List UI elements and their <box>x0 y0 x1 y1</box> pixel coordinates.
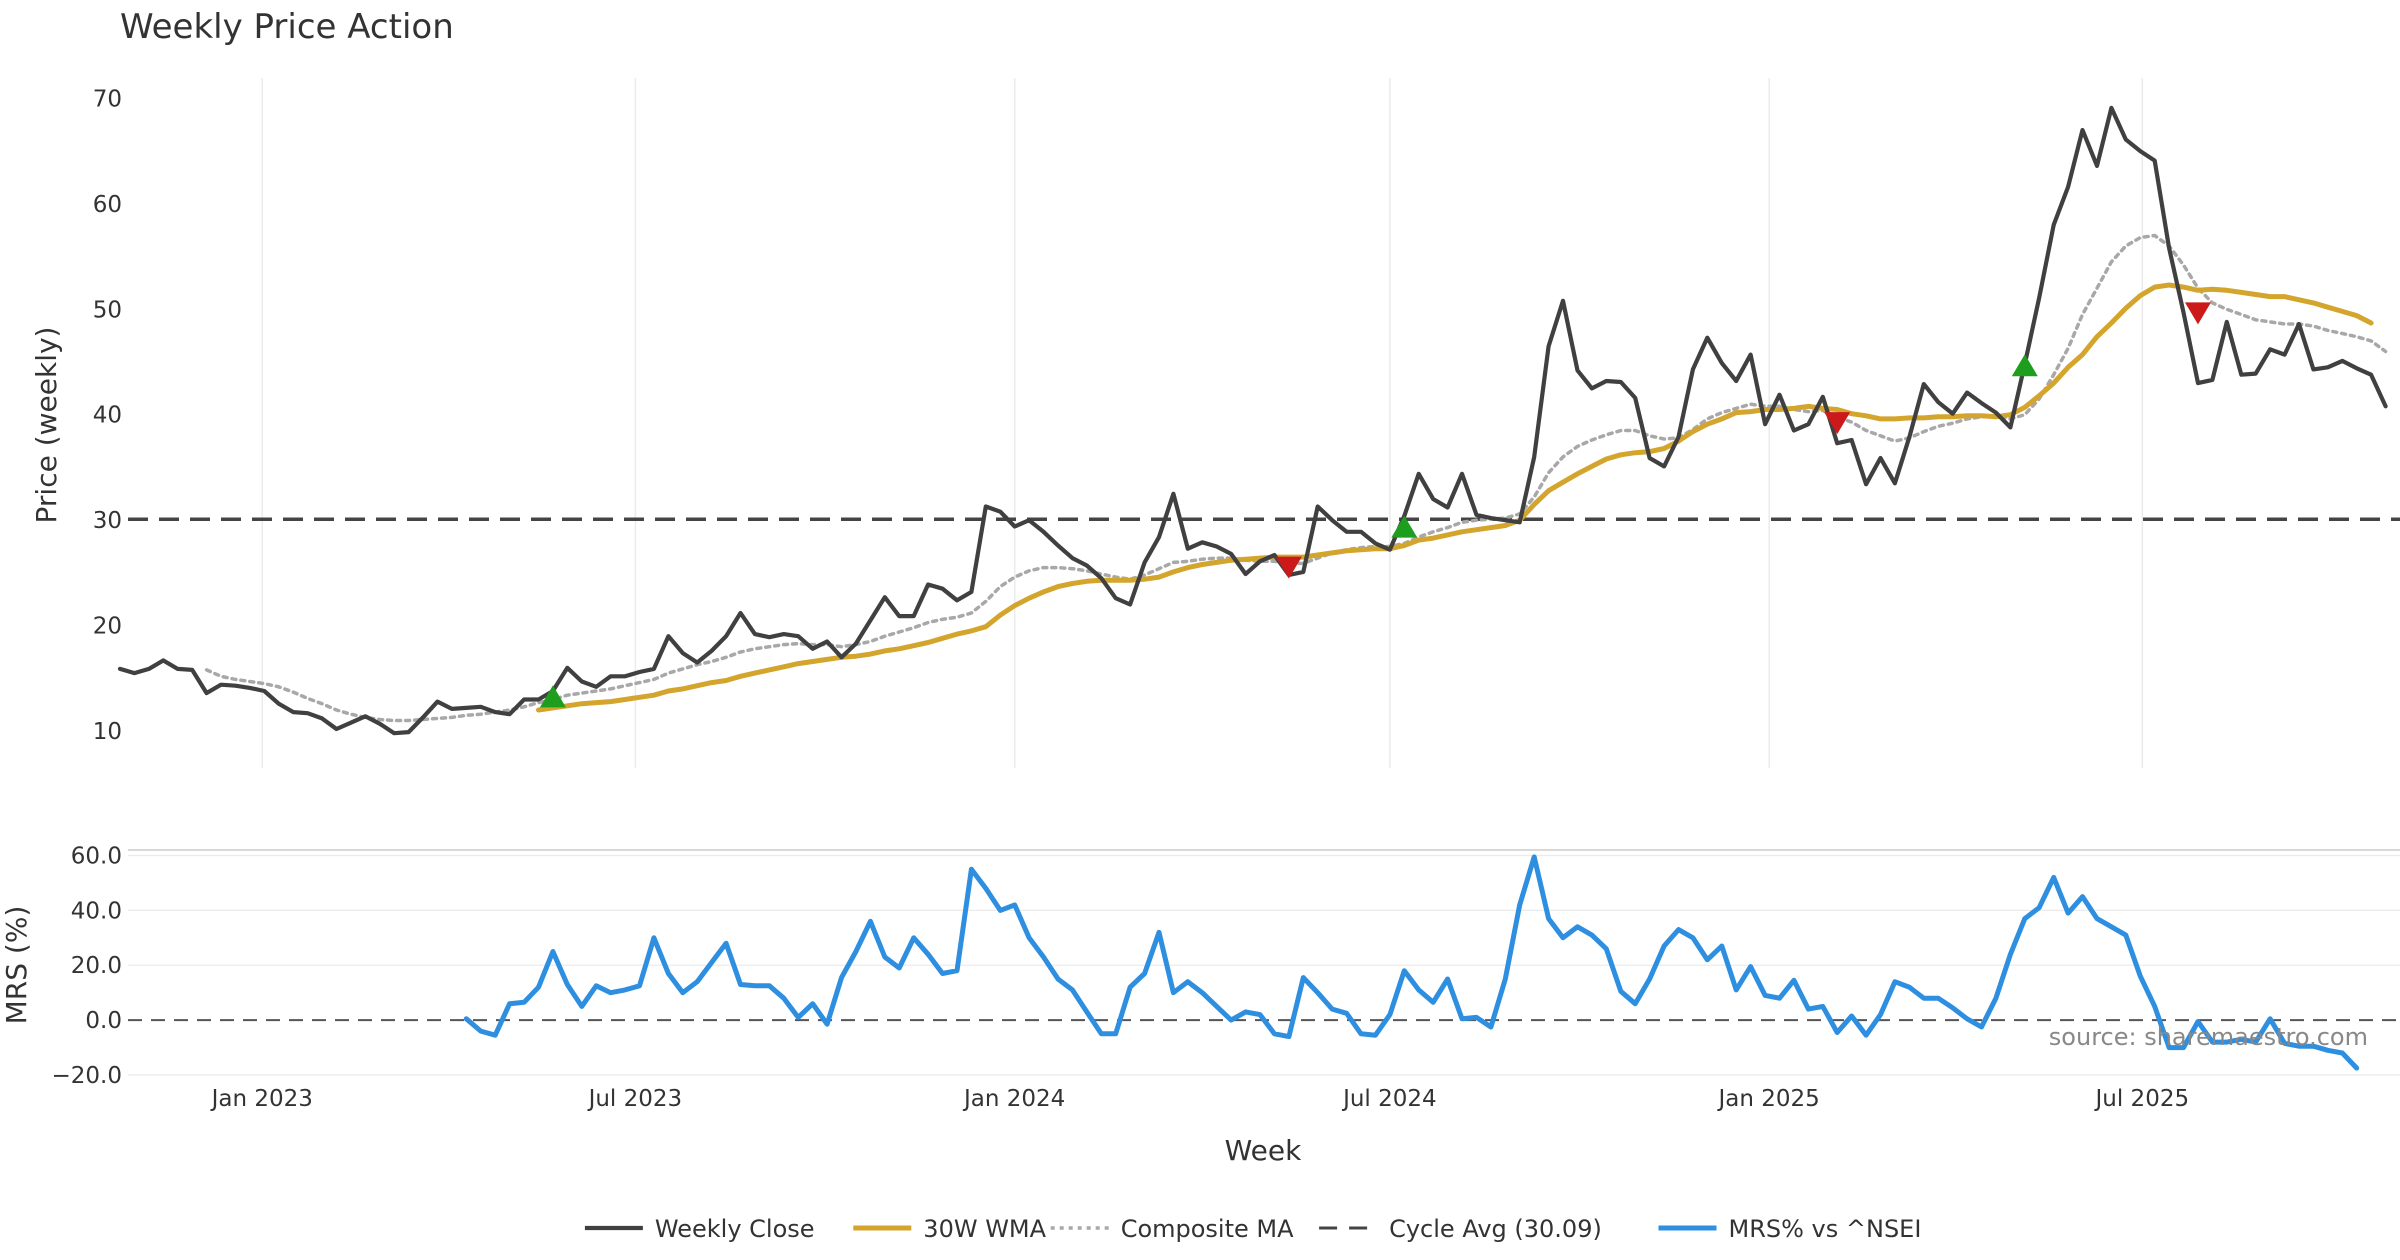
legend-item-0: Weekly Close <box>584 1215 815 1243</box>
legend-label-1: 30W WMA <box>923 1215 1046 1243</box>
x-tick-label-3: Jul 2024 <box>1341 1086 1437 1112</box>
x-tick-label-5: Jul 2025 <box>2094 1086 2190 1112</box>
composite-ma-line <box>204 233 2388 723</box>
price-series-layer <box>117 105 2400 736</box>
price-y-axis: 10 20 30 40 50 60 70 <box>93 86 122 745</box>
buy-signal-marker-1 <box>1391 515 1418 538</box>
price-y-axis-label: Price (weekly) <box>30 327 63 524</box>
x-axis: Jan 2023 Jul 2023 Jan 2024 Jul 2024 Jan 2025… <box>210 1086 2190 1112</box>
price-panel-grid <box>261 78 2144 768</box>
mrs-y-axis: −20.0 0.0 20.0 40.0 60.0 <box>52 843 122 1089</box>
sell-signal-marker-1 <box>1824 412 1851 435</box>
mrs-y-tick-2: 20.0 <box>71 953 122 979</box>
chart-title: Weekly Price Action <box>120 7 454 47</box>
weekly-close-line <box>117 105 2388 736</box>
price-y-tick-0: 10 <box>93 719 122 745</box>
price-y-tick-5: 60 <box>93 192 122 218</box>
price-y-tick-1: 20 <box>93 614 122 640</box>
legend-item-1: 30W WMA <box>853 1215 1047 1243</box>
legend-label-3: Cycle Avg (30.09) <box>1389 1215 1602 1243</box>
x-axis-label: Week <box>1225 1134 1302 1167</box>
price-y-tick-2: 30 <box>93 508 122 534</box>
legend-label-0: Weekly Close <box>655 1215 815 1243</box>
x-tick-label-2: Jan 2024 <box>962 1086 1065 1112</box>
x-tick-label-1: Jul 2023 <box>587 1086 683 1112</box>
buy-signal-marker-2 <box>2011 354 2038 377</box>
mrs-y-tick-4: 60.0 <box>71 843 122 869</box>
mrs-y-tick-0: −20.0 <box>52 1063 122 1089</box>
price-y-tick-3: 40 <box>93 403 122 429</box>
legend-item-3: Cycle Avg (30.09) <box>1319 1215 1602 1243</box>
source-note: source: sharemaestro.com <box>2049 1023 2368 1051</box>
price-y-tick-4: 50 <box>93 297 122 323</box>
sell-signal-marker-2 <box>2184 302 2211 325</box>
mrs-y-tick-3: 40.0 <box>71 898 122 924</box>
mrs-y-tick-1: 0.0 <box>85 1008 122 1034</box>
legend-item-2: Composite MA <box>1050 1215 1294 1243</box>
legend-label-2: Composite MA <box>1121 1215 1294 1243</box>
mrs-line <box>463 854 2360 1071</box>
mrs-y-axis-label: MRS (%) <box>0 906 33 1025</box>
legend-label-4: MRS% vs ^NSEI <box>1729 1215 1922 1243</box>
buy-signal-marker-0 <box>539 685 566 708</box>
legend: Weekly Close 30W WMA Composite MA Cycle Avg… <box>584 1215 1922 1243</box>
signal-markers <box>539 302 2211 708</box>
mrs-series-layer <box>463 854 2360 1071</box>
legend-item-4: MRS% vs ^NSEI <box>1658 1215 1922 1243</box>
x-tick-label-4: Jan 2025 <box>1717 1086 1820 1112</box>
x-tick-label-0: Jan 2023 <box>210 1086 313 1112</box>
sell-signal-marker-0 <box>1275 556 1302 579</box>
price-y-tick-6: 70 <box>93 86 122 112</box>
